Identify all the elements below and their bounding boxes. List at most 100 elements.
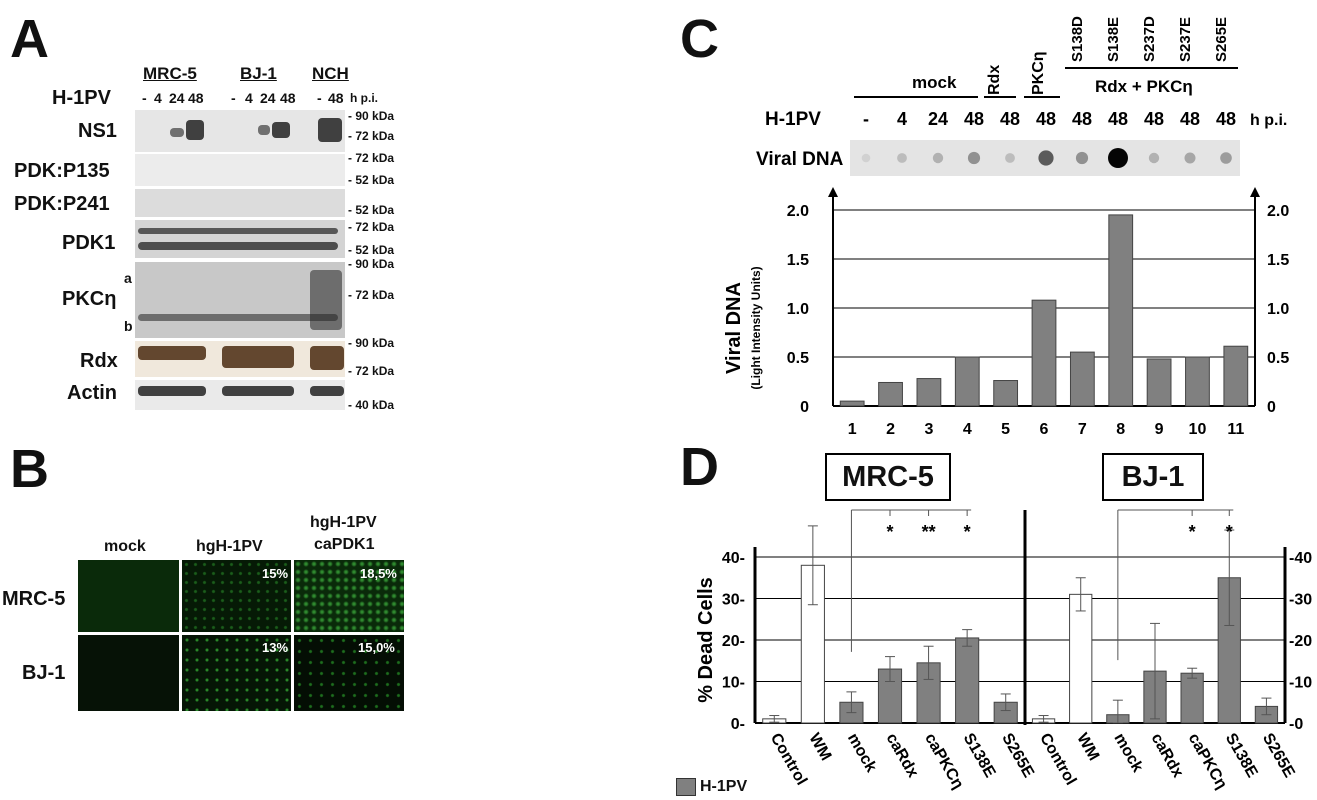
y-tick-label: 40- bbox=[722, 550, 745, 567]
kda-marker: - 90 kDa bbox=[348, 336, 395, 350]
x-tick-label: 6 bbox=[1040, 421, 1049, 438]
band-ns1 bbox=[170, 128, 184, 137]
row-label-actin: Actin bbox=[67, 382, 117, 404]
band-pdk1 bbox=[138, 228, 338, 234]
bar bbox=[1031, 299, 1057, 407]
bar bbox=[916, 378, 942, 407]
y-tick-label-right: 0 bbox=[1267, 399, 1276, 416]
fluo-image-bj1-hgh1pv bbox=[182, 635, 291, 711]
hpi-value: - bbox=[863, 109, 869, 129]
y-tick-label: 2.0 bbox=[787, 203, 809, 220]
fluo-image-bj1-mock bbox=[78, 635, 179, 711]
dot-blot-spot bbox=[967, 151, 981, 165]
significance-star: * bbox=[964, 522, 971, 542]
viral-dna-chart: 0 0 0.5 0.5 1.0 1.0 1.5 1.5 2.0 2.0 1 2 3 4 5 6 7 8 9 10 11 V… bbox=[723, 187, 1289, 438]
hpi-value: 48 bbox=[1108, 109, 1128, 129]
group-label-combo: Rdx + PKCη bbox=[1095, 77, 1193, 96]
y-tick-label-right: -30 bbox=[1289, 592, 1312, 609]
lane-label: 48 bbox=[280, 90, 296, 106]
kda-marker: - 52 kDa bbox=[348, 243, 395, 257]
row-label-pdk-p135: PDK:P135 bbox=[14, 160, 110, 182]
y-axis-label: Viral DNA bbox=[723, 282, 745, 374]
box-mrc5: MRC-5 bbox=[825, 453, 951, 501]
kda-marker: - 72 kDa bbox=[348, 129, 395, 143]
viral-dna-label: Viral DNA bbox=[756, 149, 844, 170]
lane-label: 24 bbox=[169, 90, 185, 106]
x-tick-label: 1 bbox=[848, 421, 857, 438]
panel-c-header: mock Rdx PKCη Rdx + PKCη S138D S138E S23… bbox=[756, 16, 1287, 176]
kda-marker: - 52 kDa bbox=[348, 203, 395, 217]
kda-marker: - 72 kDa bbox=[348, 220, 395, 234]
kda-marker: - 52 kDa bbox=[348, 173, 395, 187]
bar bbox=[1185, 356, 1210, 407]
dot-blot-spot bbox=[1184, 152, 1196, 164]
x-tick-label: 9 bbox=[1155, 421, 1164, 438]
x-tick-label: WM bbox=[1073, 731, 1102, 764]
pkc-band-a: a bbox=[124, 270, 132, 286]
fluo-col-hgh1pv: hgH-1PV bbox=[196, 538, 263, 555]
box-bj1: BJ-1 bbox=[1102, 453, 1204, 501]
band-pkc bbox=[138, 314, 338, 321]
legend-label: H-1PV bbox=[700, 778, 748, 795]
x-tick-label: Control bbox=[1036, 731, 1079, 789]
cell-line-bj1: BJ-1 bbox=[240, 64, 277, 83]
band-rdx bbox=[222, 346, 294, 368]
fluo-image-mrc5-mock bbox=[78, 560, 179, 632]
lane-label: 24 bbox=[260, 90, 276, 106]
hpi-value: 48 bbox=[1036, 109, 1056, 129]
fluo-percent: 15,0% bbox=[358, 640, 395, 655]
y-tick-label: 0- bbox=[731, 716, 745, 733]
fluo-percent: 18,5% bbox=[360, 566, 397, 581]
lane-label: - bbox=[142, 90, 147, 106]
fluo-image-mrc5-capdk1 bbox=[294, 560, 404, 632]
y-tick-label-right: -0 bbox=[1289, 716, 1303, 733]
bar bbox=[993, 380, 1019, 407]
x-tick-label: 5 bbox=[1001, 421, 1010, 438]
lane-label: - bbox=[317, 90, 322, 106]
y-axis-sublabel: (Light Intensity Units) bbox=[749, 266, 763, 389]
y-tick-label: 20- bbox=[722, 633, 745, 650]
band-ns1 bbox=[258, 125, 270, 135]
hpi-value: 4 bbox=[897, 109, 907, 129]
kda-marker: - 72 kDa bbox=[348, 151, 395, 165]
cell-line-mrc5: MRC-5 bbox=[143, 64, 197, 83]
band-actin bbox=[222, 386, 294, 396]
y-tick-label: 30- bbox=[722, 592, 745, 609]
y-tick-label: 0.5 bbox=[787, 350, 809, 367]
dot-blot-spot bbox=[1108, 148, 1128, 168]
row-label-rdx: Rdx bbox=[80, 350, 118, 372]
fluo-row-mrc5: MRC-5 bbox=[2, 588, 66, 610]
fluo-percent: 13% bbox=[262, 640, 289, 655]
x-tick-label: 3 bbox=[924, 421, 933, 438]
mutant-label: S138E bbox=[1105, 17, 1122, 62]
mutant-label: S265E bbox=[1213, 17, 1230, 62]
dot-blot-spot bbox=[1220, 152, 1232, 164]
lane-label: 4 bbox=[154, 90, 162, 106]
band-ns1 bbox=[272, 122, 290, 138]
x-tick-label: S138E bbox=[1222, 731, 1261, 781]
band-rdx bbox=[138, 346, 206, 360]
y-axis-arrow bbox=[828, 187, 838, 197]
dot-blot-spot bbox=[1038, 150, 1054, 166]
x-tick-label: caPKCη bbox=[921, 731, 966, 793]
x-tick-label: 8 bbox=[1116, 421, 1125, 438]
fluo-row-bj1: BJ-1 bbox=[22, 662, 66, 684]
blot-ns1 bbox=[135, 110, 345, 152]
pkc-band-b: b bbox=[124, 318, 133, 334]
y-tick-label: 10- bbox=[722, 675, 745, 692]
fluo-image-bj1-capdk1 bbox=[294, 635, 404, 711]
dot-blot-spot bbox=[897, 153, 907, 163]
cell-line-nch: NCH bbox=[312, 64, 349, 83]
band-rdx bbox=[310, 346, 344, 370]
y-tick-label-right: 2.0 bbox=[1267, 203, 1289, 220]
x-tick-label: S138E bbox=[960, 731, 999, 781]
hpi-value: 48 bbox=[1072, 109, 1092, 129]
blot-pdk1 bbox=[135, 220, 345, 258]
row-label-pkc: PKCη bbox=[62, 288, 117, 310]
hpi-value: 48 bbox=[964, 109, 984, 129]
band-actin bbox=[310, 386, 344, 396]
y-axis-label: % Dead Cells bbox=[695, 577, 717, 703]
bar bbox=[1069, 593, 1093, 724]
y-tick-label: 0 bbox=[800, 399, 809, 416]
